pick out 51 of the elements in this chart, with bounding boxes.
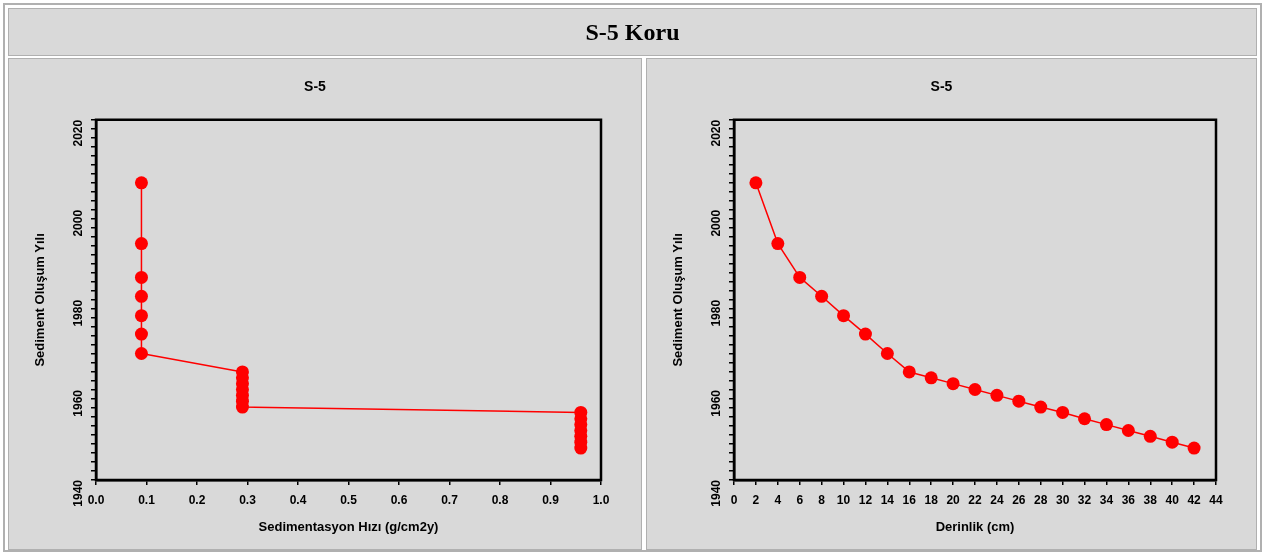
chart-title: S-5 <box>930 78 953 95</box>
x-tick-label: 38 <box>1143 492 1158 507</box>
x-tick-label: 0.7 <box>441 492 459 507</box>
y-tick-label: 2000 <box>71 209 86 237</box>
x-tick-label: 1.0 <box>592 492 610 507</box>
x-tick-label: 0.8 <box>491 492 509 507</box>
x-tick-label: 14 <box>880 492 895 507</box>
x-tick-label: 0.2 <box>188 492 206 507</box>
x-axis-title: Derinlik (cm) <box>935 518 1015 534</box>
x-tick-label: 10 <box>836 492 851 507</box>
y-tick-label: 1940 <box>71 479 86 507</box>
text: S-5 Koru <box>8 8 1257 56</box>
x-tick-label: 0.4 <box>289 492 307 507</box>
y-tick-label: 1960 <box>709 389 724 417</box>
x-tick-label: 30 <box>1055 492 1070 507</box>
y-axis-title: Sediment Oluşum Yılı <box>670 233 686 367</box>
x-tick-label: 0.1 <box>138 492 156 507</box>
y-axis-title: Sediment Oluşum Yılı <box>32 233 48 367</box>
x-tick-label: 28 <box>1034 492 1048 507</box>
x-axis-title: Sedimentasyon Hızı (g/cm2y) <box>258 518 439 534</box>
x-tick-label: 0 <box>730 492 738 507</box>
y-tick-label: 2020 <box>71 119 86 147</box>
x-tick-label: 0.6 <box>390 492 408 507</box>
y-tick-label: 1980 <box>71 299 86 327</box>
x-tick-label: 4 <box>774 492 782 507</box>
x-tick-label: 8 <box>818 492 826 507</box>
x-tick-label: 42 <box>1187 492 1202 507</box>
y-tick-label: 2000 <box>709 209 724 237</box>
x-tick-label: 0.3 <box>239 492 257 507</box>
x-tick-label: 6 <box>796 492 804 507</box>
y-tick-label: 2020 <box>709 119 724 147</box>
x-tick-label: 18 <box>924 492 939 507</box>
x-tick-label: 44 <box>1209 492 1223 507</box>
x-tick-label: 36 <box>1121 492 1136 507</box>
x-tick-label: 32 <box>1077 492 1092 507</box>
x-tick-label: 2 <box>752 492 760 507</box>
x-tick-label: 12 <box>858 492 873 507</box>
x-tick-label: 24 <box>990 492 1004 507</box>
x-tick-label: 0.0 <box>87 492 105 507</box>
x-tick-label: 34 <box>1099 492 1114 507</box>
x-tick-label: 0.5 <box>340 492 358 507</box>
x-tick-label: 40 <box>1165 492 1180 507</box>
x-tick-label: 16 <box>902 492 917 507</box>
y-tick-label: 1960 <box>71 389 86 417</box>
x-tick-label: 22 <box>968 492 982 507</box>
x-tick-label: 20 <box>946 492 961 507</box>
x-tick-label: 0.9 <box>542 492 560 507</box>
x-tick-label: 26 <box>1012 492 1026 507</box>
y-tick-label: 1980 <box>709 299 724 327</box>
chart-title: S-5 <box>304 78 327 95</box>
y-tick-label: 1940 <box>709 479 724 507</box>
